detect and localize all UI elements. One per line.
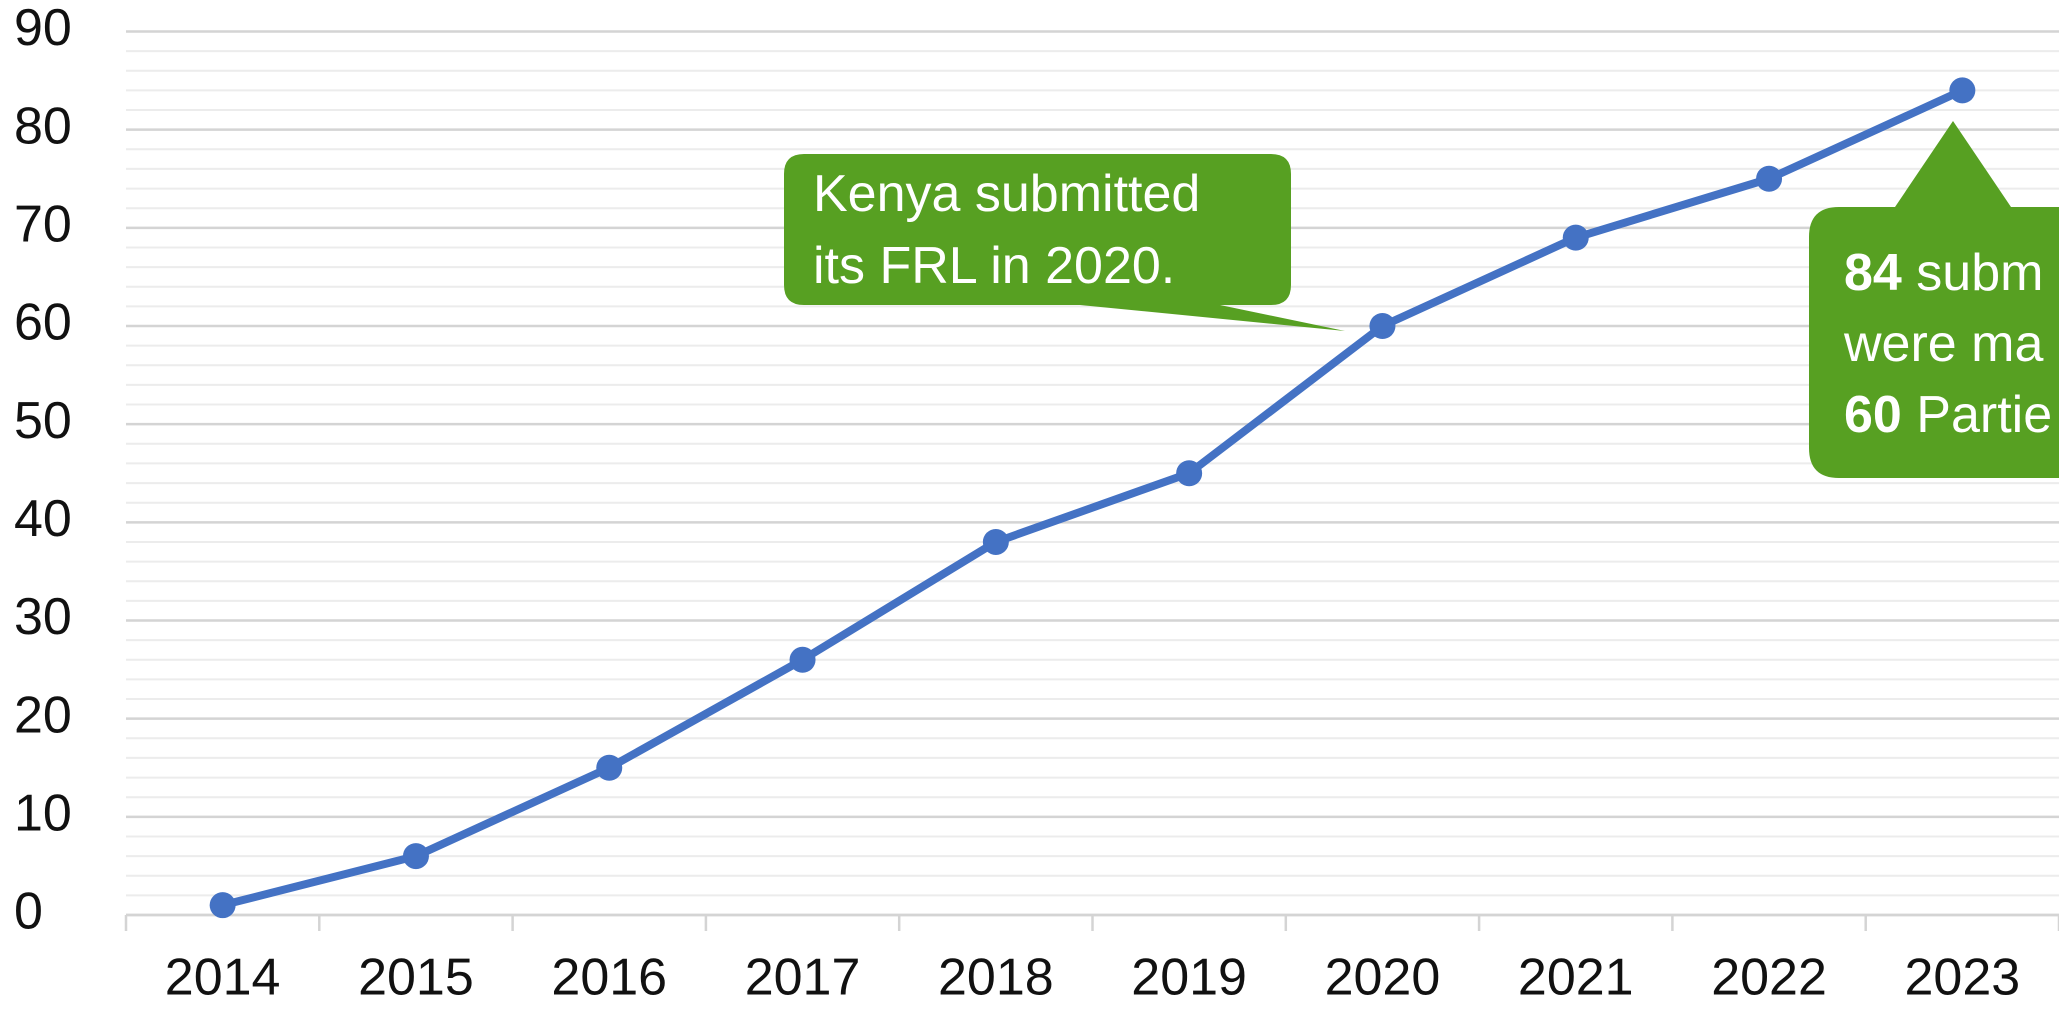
annotation: Kenya submitted its FRL in 2020. bbox=[784, 154, 1345, 331]
annotation-segment: Kenya submitted bbox=[813, 165, 1200, 223]
point bbox=[402, 843, 429, 870]
x-tick-label: 2023 bbox=[1905, 949, 2021, 1007]
x-tick-label: 2018 bbox=[938, 949, 1054, 1007]
point bbox=[1949, 77, 1976, 104]
point bbox=[1176, 460, 1203, 487]
x-tick-label: 2021 bbox=[1518, 949, 1634, 1007]
annotation-box bbox=[784, 154, 1345, 331]
y-tick-label: 60 bbox=[14, 294, 72, 352]
point bbox=[209, 892, 236, 919]
y-tick-label: 30 bbox=[14, 588, 72, 646]
annotation-text: were ma bbox=[1843, 315, 2043, 373]
y-tick-label: 90 bbox=[14, 0, 72, 57]
annotation-segment: were ma bbox=[1843, 315, 2043, 373]
annotation-segment: subm bbox=[1902, 244, 2044, 302]
x-tick-label: 2017 bbox=[745, 949, 861, 1007]
annotation-segment: 60 bbox=[1844, 386, 1902, 444]
x-tick-label: 2022 bbox=[1711, 949, 1827, 1007]
x-tick-label: 2016 bbox=[551, 949, 667, 1007]
series-line bbox=[221, 86, 1965, 910]
annotation-text: its FRL in 2020. bbox=[813, 237, 1175, 295]
point bbox=[1562, 224, 1589, 251]
y-tick-label: 80 bbox=[14, 97, 72, 155]
y-tick-label: 10 bbox=[14, 785, 72, 843]
annotation-text: 60 Partie bbox=[1844, 386, 2052, 444]
y-tick-label: 70 bbox=[14, 196, 72, 254]
y-tick-label: 20 bbox=[14, 686, 72, 744]
point bbox=[1756, 165, 1783, 192]
annotation-text: 84 subm bbox=[1844, 244, 2043, 302]
annotation-box bbox=[1809, 121, 2059, 478]
annotation-text: Kenya submitted bbox=[813, 165, 1200, 223]
x-tick-label: 2015 bbox=[358, 949, 474, 1007]
annotation-segment: Partie bbox=[1902, 386, 2052, 444]
annotation-segment: its FRL in 2020. bbox=[813, 237, 1175, 295]
point bbox=[789, 646, 816, 673]
point bbox=[596, 754, 623, 781]
x-tick-label: 2019 bbox=[1131, 949, 1247, 1007]
y-tick-label: 50 bbox=[14, 392, 72, 450]
y-tick-label: 0 bbox=[14, 883, 43, 941]
annotation: 84 subm were ma 60 Partie bbox=[1809, 121, 2059, 478]
point bbox=[982, 528, 1009, 555]
x-tick-label: 2020 bbox=[1325, 949, 1441, 1007]
annotation-segment: 84 bbox=[1844, 244, 1902, 302]
point bbox=[1369, 313, 1396, 339]
y-tick-label: 40 bbox=[14, 490, 72, 548]
x-tick-label: 2014 bbox=[165, 949, 281, 1007]
